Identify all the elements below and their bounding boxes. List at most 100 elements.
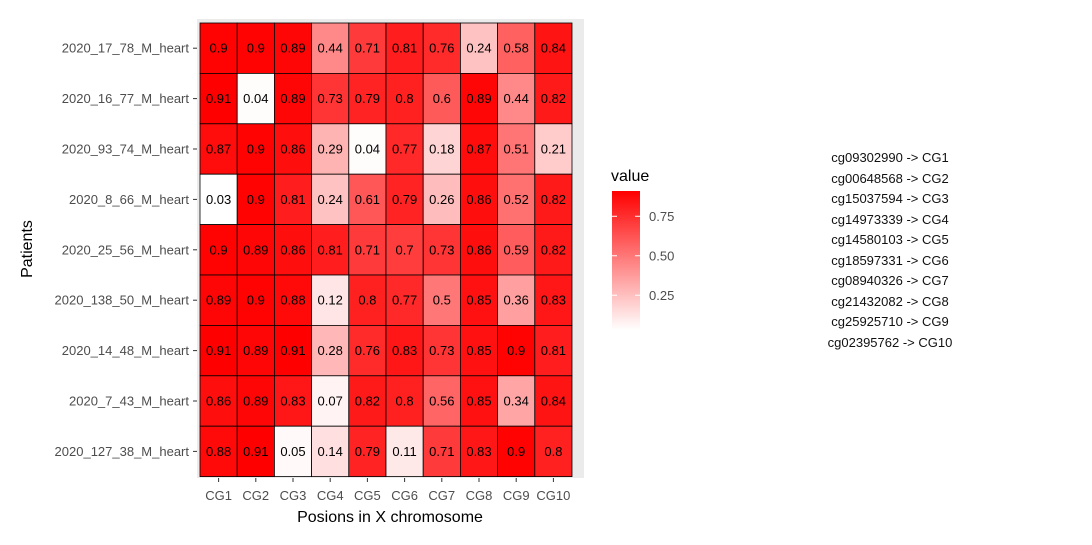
y-tick-label: 2020_127_38_M_heart	[55, 444, 190, 459]
heatmap-cell	[534, 22, 573, 74]
probe-mapping-item: cg09302990 -> CG1	[831, 150, 949, 165]
heatmap-cell	[534, 274, 573, 326]
heatmap-cell	[385, 425, 424, 478]
x-tick-label: CG9	[503, 488, 530, 503]
cell-value-label: 0.14	[318, 444, 343, 459]
probe-mapping-list: cg09302990 -> CG1 cg00648568 -> CG2 cg1503…	[810, 148, 970, 353]
heatmap-cell	[534, 324, 573, 377]
y-tick-label: 2020_93_74_M_heart	[62, 142, 190, 157]
cell-value-label: 0.36	[504, 293, 529, 308]
probe-mapping-item: cg18597331 -> CG6	[831, 252, 949, 268]
heatmap-cell	[273, 73, 312, 125]
cell-value-label: 0.87	[466, 142, 491, 157]
heatmap-cell	[348, 123, 387, 175]
cell-value-label: 0.34	[504, 394, 529, 409]
cell-value-label: 0.84	[541, 394, 566, 409]
cell-value-label: 0.84	[541, 41, 566, 56]
cell-value-label: 0.9	[210, 41, 228, 56]
heatmap-cell	[459, 22, 498, 74]
cell-value-label: 0.9	[247, 142, 265, 157]
probe-mapping-item: cg14580103 -> CG5	[831, 232, 949, 247]
cell-value-label: 0.29	[318, 142, 343, 157]
heatmap-cell	[236, 375, 275, 427]
heatmap-cell	[422, 224, 461, 276]
cell-value-label: 0.12	[318, 293, 343, 308]
cell-value-label: 0.8	[396, 91, 414, 106]
y-tick-label: 2020_14_48_M_heart	[62, 343, 190, 358]
cell-value-label: 0.8	[544, 444, 562, 459]
legend-colorbar	[612, 191, 640, 330]
cell-value-label: 0.73	[429, 343, 454, 358]
heatmap-cell	[273, 22, 312, 74]
cell-value-label: 0.77	[392, 142, 417, 157]
cell-value-label: 0.8	[396, 394, 414, 409]
cell-value-label: 0.21	[541, 142, 566, 157]
heatmap-cell	[422, 375, 461, 427]
heatmap-cell	[273, 224, 312, 276]
heatmap-cell	[199, 274, 238, 326]
probe-mapping-item: cg02395762 -> CG10	[827, 334, 953, 350]
cell-value-label: 0.07	[318, 394, 343, 409]
cell-value-label: 0.9	[247, 41, 265, 56]
cell-value-label: 0.04	[243, 91, 268, 106]
cell-value-label: 0.44	[504, 91, 529, 106]
y-tick-label: 2020_8_66_M_heart	[69, 192, 189, 207]
heatmap-cell	[199, 224, 238, 276]
cell-value-label: 0.85	[466, 394, 491, 409]
cell-value-label: 0.6	[433, 91, 451, 106]
cell-value-label: 0.28	[318, 343, 343, 358]
heatmap-cell	[459, 224, 498, 276]
heatmap-cell	[199, 123, 238, 175]
cell-value-label: 0.05	[280, 444, 305, 459]
cell-value-label: 0.18	[429, 142, 454, 157]
cell-value-label: 0.81	[541, 343, 566, 358]
cell-value-label: 0.26	[429, 192, 454, 207]
y-axis: 2020_17_78_M_heart 2020_16_77_M_heart 2020…	[55, 41, 197, 459]
probe-mapping-item: cg08940326 -> CG7	[831, 273, 949, 288]
x-tick-label: CG3	[280, 488, 307, 503]
heatmap-cell	[348, 274, 387, 326]
heatmap-cell	[311, 123, 350, 175]
heatmap-cell	[422, 73, 461, 125]
cell-value-label: 0.91	[243, 444, 268, 459]
cell-value-label: 0.79	[392, 192, 417, 207]
cell-value-label: 0.88	[280, 293, 305, 308]
cell-value-label: 0.77	[392, 293, 417, 308]
cell-value-label: 0.91	[280, 343, 305, 358]
heatmap-cell	[497, 22, 536, 74]
heatmap-cell	[497, 375, 536, 427]
heatmap-cell	[199, 173, 238, 225]
cell-value-label: 0.82	[541, 192, 566, 207]
x-tick-label: CG8	[466, 488, 493, 503]
x-tick-label: CG7	[428, 488, 455, 503]
heatmap-cell	[497, 73, 536, 125]
heatmap-cell	[534, 173, 573, 225]
heatmap-cell	[497, 224, 536, 276]
cell-value-label: 0.82	[355, 394, 380, 409]
x-axis-title: Posions in X chromosome	[297, 509, 483, 526]
cell-value-label: 0.83	[466, 444, 491, 459]
cell-value-label: 0.79	[355, 444, 380, 459]
y-tick-label: 2020_7_43_M_heart	[69, 394, 189, 409]
cell-value-label: 0.82	[541, 91, 566, 106]
heatmap-cell	[236, 425, 275, 478]
cell-value-label: 0.61	[355, 192, 380, 207]
cell-value-label: 0.24	[318, 192, 343, 207]
cell-value-label: 0.58	[504, 41, 529, 56]
cell-value-label: 0.91	[206, 343, 231, 358]
heatmap-cell	[348, 224, 387, 276]
heatmap-cell	[385, 123, 424, 175]
cell-value-label: 0.89	[280, 91, 305, 106]
heatmap-cell	[534, 375, 573, 427]
cell-value-label: 0.82	[541, 242, 566, 257]
heatmap-cell	[236, 123, 275, 175]
cell-value-label: 0.56	[429, 394, 454, 409]
x-tick-label: CG2	[242, 488, 269, 503]
y-tick-label: 2020_138_50_M_heart	[55, 293, 190, 308]
cell-value-label: 0.59	[504, 242, 529, 257]
y-tick-label: 2020_16_77_M_heart	[62, 91, 190, 106]
heatmap-cell	[497, 274, 536, 326]
heatmap-cell	[385, 224, 424, 276]
heatmap-cell	[459, 73, 498, 125]
